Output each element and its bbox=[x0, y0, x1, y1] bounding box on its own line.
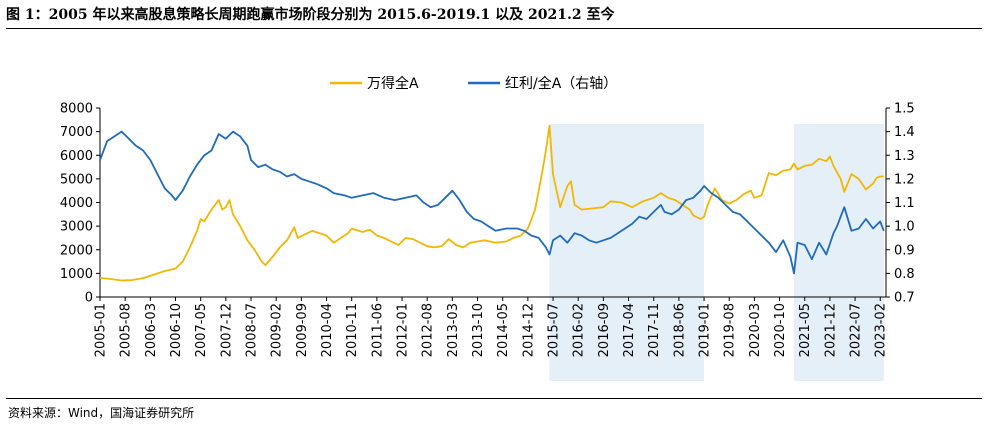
right-tick-label: 0.8 bbox=[894, 267, 915, 282]
left-tick-label: 3000 bbox=[60, 220, 93, 235]
left-tick-label: 4000 bbox=[60, 196, 93, 211]
x-tick-label: 2020-03 bbox=[748, 303, 763, 357]
x-tick-label: 2009-09 bbox=[295, 303, 310, 357]
title-rule bbox=[6, 28, 982, 29]
x-tick-label: 2017-11 bbox=[647, 303, 662, 357]
x-tick-label: 2010-11 bbox=[345, 303, 360, 357]
left-tick-label: 6000 bbox=[60, 149, 93, 164]
x-tick-label: 2019-08 bbox=[723, 303, 738, 357]
right-tick-label: 1.4 bbox=[894, 125, 915, 140]
right-tick-label: 0.9 bbox=[894, 243, 915, 258]
x-tick-label: 2005-01 bbox=[94, 303, 109, 357]
x-tick-label: 2015-07 bbox=[547, 303, 562, 357]
series-line-2 bbox=[99, 130, 885, 275]
x-tick-label: 2006-10 bbox=[169, 303, 184, 357]
left-tick-label: 7000 bbox=[60, 125, 93, 140]
x-tick-label: 2021-12 bbox=[823, 303, 838, 357]
shaded-period-1 bbox=[549, 124, 705, 381]
x-tick-label: 2007-05 bbox=[194, 303, 209, 357]
right-tick-label: 0.7 bbox=[894, 291, 915, 306]
x-tick-label: 2012-01 bbox=[396, 303, 411, 357]
right-tick-label: 1.1 bbox=[894, 196, 915, 211]
x-tick-label: 2016-02 bbox=[572, 303, 587, 357]
x-tick-label: 2012-08 bbox=[421, 303, 436, 357]
x-tick-label: 2017-04 bbox=[622, 303, 637, 357]
x-tick-label: 2007-12 bbox=[219, 303, 234, 357]
x-tick-label: 2022-07 bbox=[849, 303, 864, 357]
right-tick-label: 1.0 bbox=[894, 220, 915, 235]
right-tick-label: 1.3 bbox=[894, 149, 915, 164]
left-tick-label: 0 bbox=[85, 291, 93, 306]
legend-label-2: 红利/全A（右轴） bbox=[505, 75, 617, 92]
x-tick-label: 2023-02 bbox=[874, 303, 889, 357]
axes: 0 1000 2000 3000 4000 5000 6000 7000 8000 0.7 0.8 0… bbox=[60, 102, 915, 358]
left-tick-label: 2000 bbox=[60, 243, 93, 258]
x-tick-label: 2018-06 bbox=[672, 303, 687, 357]
legend: 万得全A 红利/全A（右轴） bbox=[330, 75, 617, 92]
x-tick-label: 2019-01 bbox=[698, 303, 713, 357]
x-tick-label: 2016-09 bbox=[597, 303, 612, 357]
x-tick-label: 2020-10 bbox=[773, 303, 788, 357]
x-tick-label: 2014-05 bbox=[496, 303, 511, 357]
source-rule bbox=[6, 398, 982, 399]
x-tick-label: 2006-03 bbox=[144, 303, 159, 357]
series-lines bbox=[99, 124, 885, 282]
x-tick-label: 2013-10 bbox=[471, 303, 486, 357]
x-tick-label: 2011-06 bbox=[370, 303, 385, 357]
legend-label-1: 万得全A bbox=[367, 75, 419, 92]
x-tick-label: 2013-03 bbox=[446, 303, 461, 357]
series-line-1 bbox=[99, 124, 884, 282]
left-tick-label: 8000 bbox=[60, 102, 93, 117]
left-tick-label: 1000 bbox=[60, 267, 93, 282]
x-tick-label: 2014-12 bbox=[521, 303, 536, 357]
x-tick-label: 2021-05 bbox=[798, 303, 813, 357]
x-tick-label: 2010-04 bbox=[320, 303, 335, 357]
left-tick-label: 5000 bbox=[60, 172, 93, 187]
figure-title: 图 1：2005 年以来高股息策略长周期跑赢市场阶段分别为 2015.6-201… bbox=[6, 7, 615, 23]
source-note: 资料来源：Wind，国海证券研究所 bbox=[8, 406, 195, 420]
right-tick-label: 1.5 bbox=[894, 102, 915, 117]
x-tick-label: 2009-02 bbox=[270, 303, 285, 357]
x-tick-label: 2005-08 bbox=[119, 303, 134, 357]
x-tick-label: 2008-07 bbox=[245, 303, 260, 357]
right-tick-label: 1.2 bbox=[894, 172, 915, 187]
